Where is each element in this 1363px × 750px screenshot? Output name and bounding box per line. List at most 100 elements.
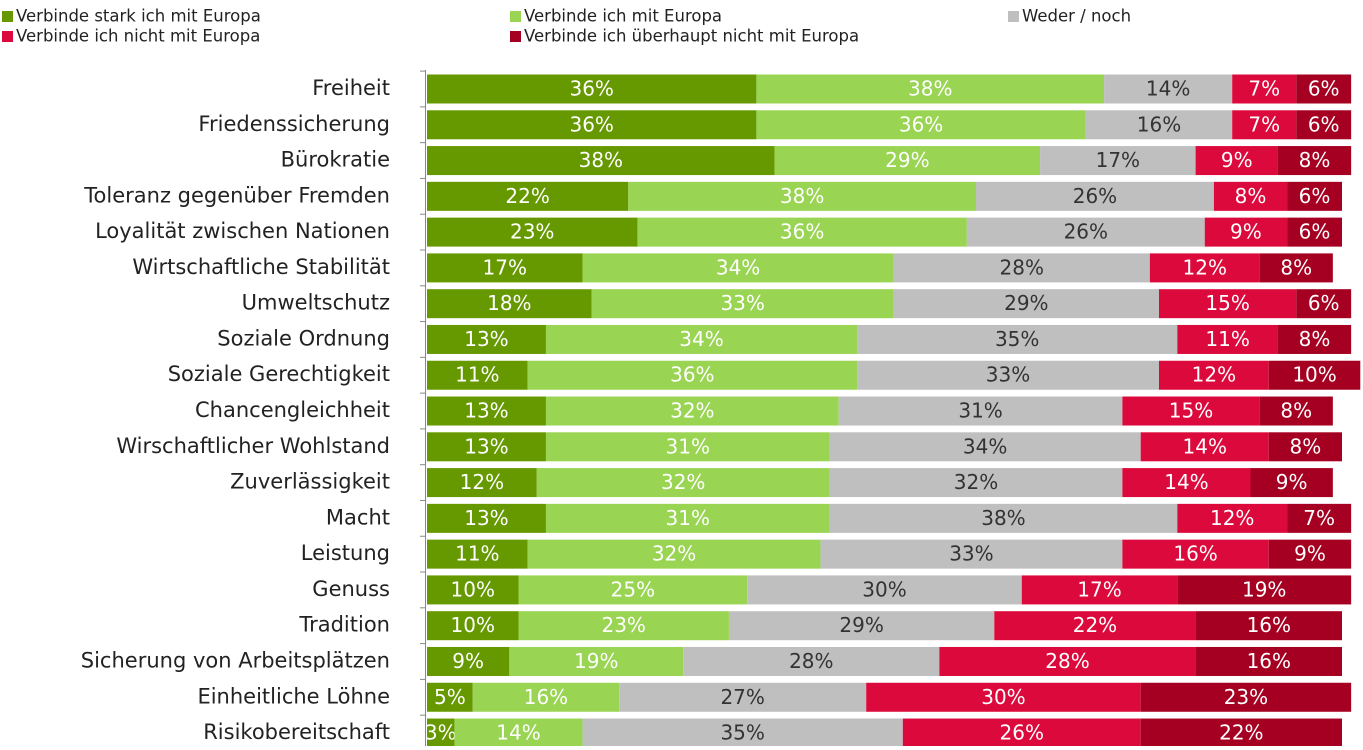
value-label: 13% [464,327,508,351]
value-label: 10% [451,613,495,637]
bar-segment [427,396,546,426]
value-label: 32% [670,399,714,423]
bar-segment [1021,575,1178,605]
value-label: 6% [1308,112,1340,136]
value-label: 8% [1290,434,1322,458]
value-label: 34% [679,327,723,351]
bar-segment [774,146,1041,176]
bar-segment [1140,432,1269,462]
category-label: Sicherung von Arbeitsplätzen [81,648,390,672]
value-label: 25% [611,577,655,601]
value-label: 38% [981,506,1025,530]
value-label: 28% [789,649,833,673]
category-label: Soziale Ordnung [217,326,390,350]
bar-segment [747,575,1022,605]
legend-swatch [2,11,13,22]
category-label: Macht [326,505,390,529]
bar-segment [1268,360,1361,390]
bar-segment [1177,503,1288,533]
bar-segment [820,539,1123,569]
value-label: 32% [652,542,696,566]
category-label: Wirtschaftliche Stabilität [132,255,390,279]
value-label: 38% [908,77,952,101]
bar-segment [1296,110,1352,140]
bar-segment [427,646,510,676]
value-label: 12% [1192,363,1236,387]
bar-segment [1287,181,1342,211]
bar-segment [857,324,1178,354]
value-label: 29% [839,613,883,637]
value-label: 27% [720,685,764,709]
bar-segment [1232,74,1297,104]
bar-segment [994,611,1196,641]
value-label: 8% [1280,255,1312,279]
bar-segment [427,146,775,176]
bar-segment [857,360,1159,390]
value-label: 35% [720,721,764,745]
value-label: 8% [1299,148,1331,172]
value-label: 6% [1308,291,1340,315]
value-label: 10% [451,577,495,601]
value-label: 7% [1248,112,1280,136]
value-label: 32% [661,470,705,494]
bar-segment [1287,217,1342,247]
value-label: 34% [963,434,1007,458]
bar-segment [454,718,583,748]
value-label: 36% [670,363,714,387]
value-label: 19% [574,649,618,673]
value-label: 30% [981,685,1025,709]
bar-segment [545,324,858,354]
bar-segment [1296,289,1352,319]
value-label: 13% [464,399,508,423]
legend-swatch [2,31,13,42]
bar-segment [427,217,638,247]
category-label: Toleranz gegenüber Fremden [83,183,390,207]
bar-segment [1213,181,1288,211]
legend-label: Verbinde ich nicht mit Europa [16,27,260,46]
value-label: 34% [716,255,760,279]
bar-segment [866,682,1141,712]
bar-segment [591,289,894,319]
bar-segment [545,396,839,426]
category-label: Zuverlässigkeit [230,470,390,494]
bar-segment [829,468,1123,498]
bar-segment [1159,360,1269,390]
bar-segment [427,289,592,319]
value-label: 14% [1146,77,1190,101]
category-label: Chancengleichheit [195,398,390,422]
bar-segment [427,539,528,569]
bar-segment [1277,146,1352,176]
value-label: 31% [958,399,1002,423]
category-label: Tradition [298,613,390,637]
value-label: 6% [1299,220,1331,244]
value-label: 33% [986,363,1030,387]
bar-segment [427,682,473,712]
bar-segment [1250,468,1333,498]
value-label: 29% [1004,291,1048,315]
bar-segment [1104,74,1233,104]
value-label: 33% [720,291,764,315]
category-label: Risikobereitschaft [203,720,390,744]
bar-segment [545,503,830,533]
value-label: 26% [1064,220,1108,244]
value-label: 7% [1303,506,1335,530]
value-label: 16% [1247,613,1291,637]
value-label: 19% [1242,577,1286,601]
category-label: Genuss [312,577,390,601]
bar-segment [1268,432,1342,462]
bar-segment [1268,539,1352,569]
bar-segment [829,503,1178,533]
bar-segment [582,253,894,283]
value-label: 16% [1247,649,1291,673]
category-label: Freiheit [312,76,390,100]
value-label: 3% [425,721,457,745]
value-label: 36% [569,77,613,101]
bar-segment [582,718,903,748]
bar-segment [472,682,620,712]
bar-segment [1122,468,1251,498]
bar-segment [1259,396,1333,426]
bar-segment [829,432,1141,462]
value-label: 5% [434,685,466,709]
bar-segment [628,181,976,211]
